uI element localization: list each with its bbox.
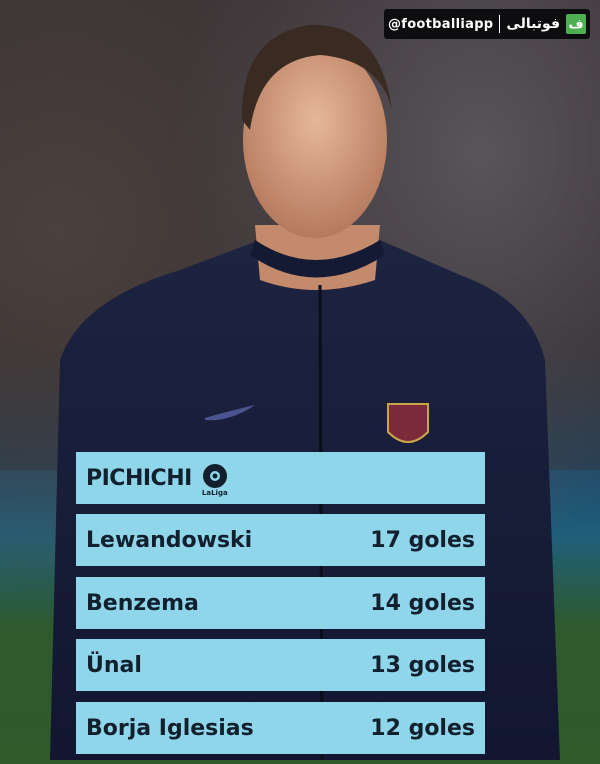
watermark-handle: @footballiapp <box>387 16 494 32</box>
hair <box>241 24 392 130</box>
table-title: PICHICHI <box>86 465 192 491</box>
player-name: Borja Iglesias <box>86 715 254 741</box>
head <box>243 42 387 238</box>
goal-count: 13 goles <box>370 652 475 678</box>
goal-count: 14 goles <box>370 590 475 616</box>
player-name: Lewandowski <box>86 527 253 553</box>
table-row: Benzema 14 goles <box>76 577 485 629</box>
watermark-badge: @footballiapp فوتبالی ف <box>384 9 590 39</box>
table-row: Lewandowski 17 goles <box>76 514 485 566</box>
laliga-logo-text: LaLiga <box>201 489 228 497</box>
goal-count: 12 goles <box>370 715 475 741</box>
goal-count: 17 goles <box>370 527 475 553</box>
table-header: PICHICHI LaLiga <box>76 452 485 504</box>
footballi-logo-icon: ف <box>566 14 586 34</box>
laliga-logo-icon: LaLiga <box>202 463 228 497</box>
table-row: Ünal 13 goles <box>76 639 485 691</box>
table-row: Borja Iglesias 12 goles <box>76 702 485 754</box>
player-name: Benzema <box>86 590 199 616</box>
divider <box>499 15 501 33</box>
watermark-brand: فوتبالی <box>506 16 560 32</box>
player-name: Ünal <box>86 652 142 678</box>
nike-logo <box>205 405 255 421</box>
club-crest <box>387 403 429 443</box>
